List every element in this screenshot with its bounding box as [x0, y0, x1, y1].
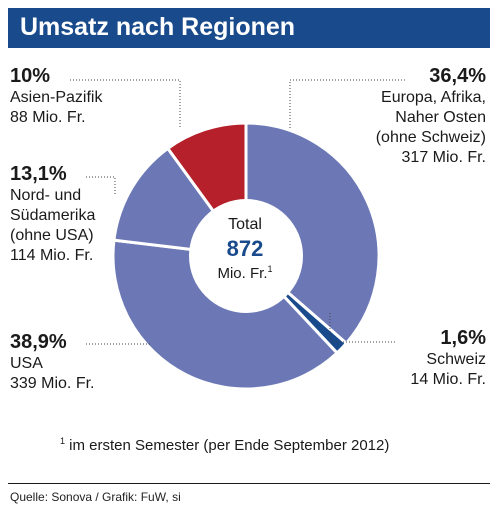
center-total-unit: Mio. Fr.1: [217, 264, 273, 282]
label-amerika-line: (ohne USA): [10, 227, 94, 244]
title-bar: Umsatz nach Regionen: [8, 8, 490, 48]
label-europa-line: Europa, Afrika,: [381, 89, 486, 106]
label-schweiz-value: 14 Mio. Fr.: [410, 371, 486, 388]
label-schweiz-line: Schweiz: [426, 351, 486, 368]
label-asien-line: Asien-Pazifik: [10, 89, 103, 106]
label-usa-percent: 38,9%: [10, 331, 67, 353]
label-europa-value: 317 Mio. Fr.: [401, 149, 486, 166]
label-asien-percent: 10%: [10, 65, 51, 87]
label-amerika-line: Südamerika: [10, 207, 96, 224]
donut-hole: [189, 199, 303, 313]
label-amerika-value: 114 Mio. Fr.: [10, 247, 94, 264]
label-amerika: 13,1% Nord- und Südamerika (ohne USA) 11…: [10, 162, 95, 266]
leader-schweiz: [329, 312, 395, 343]
label-europa-line: Naher Osten: [395, 109, 486, 126]
center-total-label: Total: [228, 216, 262, 233]
leader-asien: [70, 79, 181, 128]
chart-title: Umsatz nach Regionen: [20, 13, 296, 41]
center-total-value: 872: [226, 236, 264, 261]
label-schweiz: 1,6% Schweiz 14 Mio. Fr.: [410, 326, 486, 390]
label-schweiz-percent: 1,6%: [440, 327, 486, 349]
source-divider: [8, 483, 490, 484]
leader-europa: [289, 79, 405, 128]
source-credit: Quelle: Sonova / Grafik: FuW, si: [10, 490, 181, 504]
label-amerika-line: Nord- und: [10, 187, 82, 204]
label-europa-line: (ohne Schweiz): [375, 129, 486, 146]
label-usa-line: USA: [10, 355, 43, 372]
slice-usa: [111, 238, 340, 391]
footnote: 1 im ersten Semester (per Ende September…: [60, 436, 390, 454]
label-asien: 10% Asien-Pazifik 88 Mio. Fr.: [10, 64, 102, 128]
label-asien-value: 88 Mio. Fr.: [10, 109, 86, 126]
label-europa: 36,4% Europa, Afrika, Naher Osten (ohne …: [376, 64, 486, 168]
label-amerika-percent: 13,1%: [10, 163, 67, 185]
label-usa: 38,9% USA 339 Mio. Fr.: [10, 330, 94, 394]
leader-amerika: [86, 176, 116, 195]
slice-europa: [244, 121, 381, 346]
label-europa-percent: 36,4%: [429, 65, 486, 87]
label-usa-value: 339 Mio. Fr.: [10, 375, 95, 392]
